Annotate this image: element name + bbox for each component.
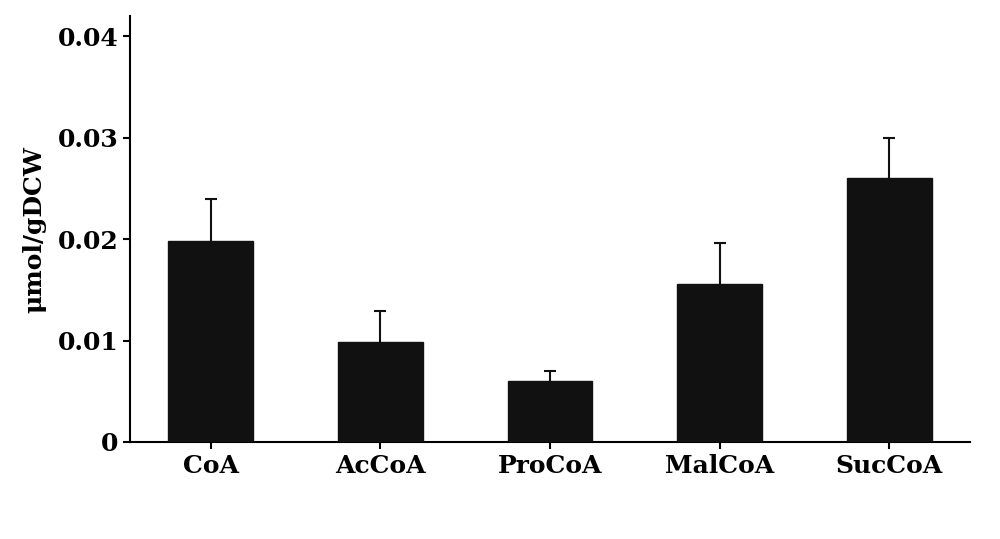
Bar xyxy=(338,342,423,442)
Bar xyxy=(847,178,932,442)
Bar xyxy=(508,381,592,442)
Y-axis label: μmol/gDCW: μmol/gDCW xyxy=(22,146,46,313)
Bar xyxy=(677,284,762,442)
Bar xyxy=(168,241,253,442)
